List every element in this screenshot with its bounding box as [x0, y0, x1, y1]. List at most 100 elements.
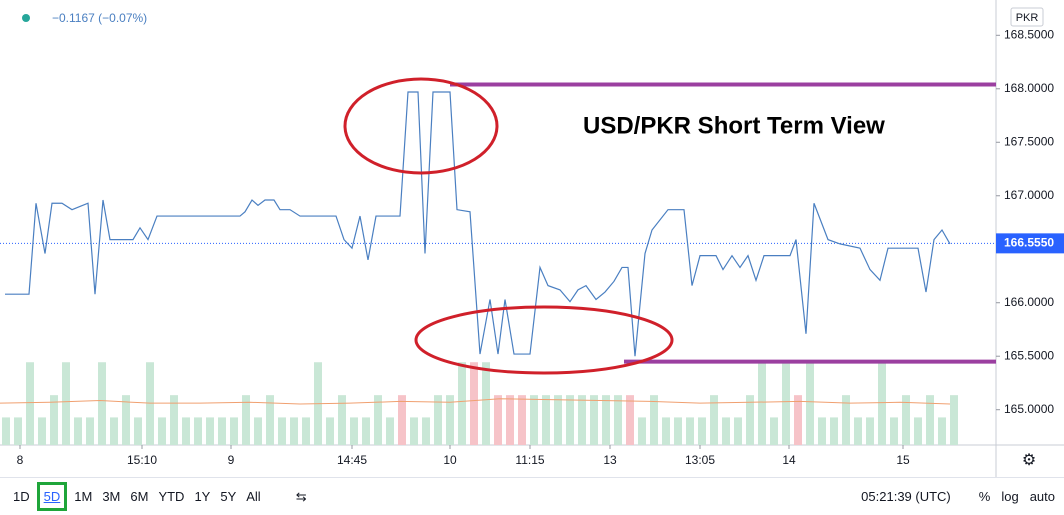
volume-bar [2, 417, 10, 445]
volume-bar [602, 395, 610, 445]
volume-bar [98, 362, 106, 445]
volume-bar [230, 417, 238, 445]
volume-bar [122, 395, 130, 445]
volume-bar [626, 395, 634, 445]
price-line [5, 91, 951, 357]
volume-bar [434, 395, 442, 445]
volume-bar [938, 417, 946, 445]
volume-bar [794, 395, 802, 445]
volume-bar [386, 417, 394, 445]
legend-dot [22, 14, 30, 22]
range-button[interactable]: 1Y [194, 489, 211, 504]
settings-icon[interactable]: ⚙ [1022, 452, 1036, 469]
volume-bar [170, 395, 178, 445]
range-button[interactable]: 5Y [220, 489, 237, 504]
volume-bar [530, 395, 538, 445]
volume-bar [830, 417, 838, 445]
x-tick-label: 11:15 [515, 453, 544, 467]
volume-bar [878, 362, 886, 445]
volume-bar [242, 395, 250, 445]
volume-bar [542, 395, 550, 445]
clock: 05:21:39 (UTC) [861, 489, 951, 504]
x-tick-label: 15 [896, 453, 910, 467]
volume-bar [614, 395, 622, 445]
scale-option[interactable]: % [978, 489, 991, 504]
volume-bar [422, 417, 430, 445]
volume-ma-line [0, 398, 951, 405]
volume-bar [890, 417, 898, 445]
volume-bar [554, 395, 562, 445]
volume-bar [290, 417, 298, 445]
volume-bar [866, 417, 874, 445]
toolbar: 1D 5D 1M 3M 6M YTD 1Y 5Y All ⇆ 05:21:39 (UTC)% log a… [0, 477, 1064, 515]
volume-bar [770, 417, 778, 445]
volume-bar [134, 417, 142, 445]
x-tick-label: 14:45 [337, 453, 367, 467]
last-price-label: 166.5550 [1004, 236, 1054, 250]
volume-bar [182, 417, 190, 445]
volume-bar [590, 395, 598, 445]
range-button[interactable]: 6M [130, 489, 149, 504]
volume-bar [842, 395, 850, 445]
volume-bar [398, 395, 406, 445]
volume-bar [206, 417, 214, 445]
volume-bar [194, 417, 202, 445]
range-button[interactable]: 5D [36, 482, 68, 511]
volume-bar [374, 395, 382, 445]
volume-bar [806, 362, 814, 445]
x-tick-label: 8 [17, 453, 24, 467]
range-button[interactable]: 3M [102, 489, 121, 504]
volume-bar [446, 395, 454, 445]
highlight-ellipse [343, 77, 499, 175]
scale-option[interactable]: auto [1029, 489, 1055, 504]
y-tick-label: 168.5000 [1004, 27, 1054, 41]
volume-bar [278, 417, 286, 445]
volume-bar [698, 417, 706, 445]
highlight-ellipse [414, 305, 674, 375]
range-button[interactable]: YTD [158, 489, 185, 504]
last-price-box [996, 233, 1064, 254]
range-button[interactable]: 1D [13, 489, 30, 504]
compare-icon[interactable]: ⇆ [295, 488, 307, 504]
y-tick-label: 168.0000 [1004, 81, 1054, 95]
volume-bar [410, 417, 418, 445]
range-button[interactable]: All [246, 489, 261, 504]
volume-bar [302, 417, 310, 445]
currency-box [1010, 7, 1044, 27]
volume-bar [722, 417, 730, 445]
volume-bar [734, 417, 742, 445]
volume-bar [110, 417, 118, 445]
volume-bar [362, 417, 370, 445]
volume-bar [218, 417, 226, 445]
volume-bar [470, 362, 478, 445]
volume-bar [494, 395, 502, 445]
currency-label: PKR [1016, 12, 1039, 24]
scale-option[interactable]: log [1001, 489, 1019, 504]
volume-bar [482, 362, 490, 445]
volume-bar [818, 417, 826, 445]
volume-bar [950, 395, 958, 445]
x-tick-label: 9 [228, 453, 235, 467]
volume-bar [254, 417, 262, 445]
volume-bar [266, 395, 274, 445]
y-tick-label: 165.5000 [1004, 348, 1054, 362]
volume-bar [86, 417, 94, 445]
volume-bar [710, 395, 718, 445]
volume-bar [338, 395, 346, 445]
range-button[interactable]: 1M [74, 489, 93, 504]
annotation-title: USD/PKR Short Term View [583, 112, 885, 139]
volume-bar [758, 362, 766, 445]
volume-bar [638, 417, 646, 445]
volume-bar [674, 417, 682, 445]
volume-bar [914, 417, 922, 445]
volume-bar [578, 395, 586, 445]
x-tick-label: 13 [603, 453, 617, 467]
volume-bar [782, 362, 790, 445]
volume-bar [650, 395, 658, 445]
chart: −0.1167 (−0.07%) PKR USD/PKR Short Term … [0, 0, 1064, 477]
volume-bar [926, 395, 934, 445]
legend-change: −0.1167 (−0.07%) [52, 11, 147, 25]
x-tick-label: 13:05 [685, 453, 715, 467]
volume-bar [14, 417, 22, 445]
y-tick-label: 165.0000 [1004, 402, 1054, 416]
